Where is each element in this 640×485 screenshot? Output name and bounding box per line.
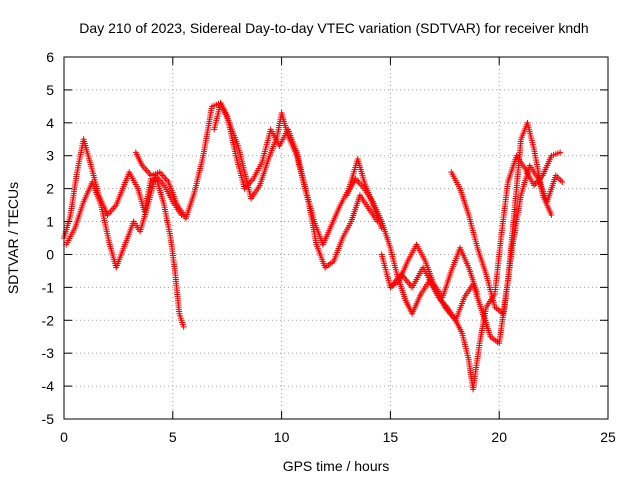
data-point-marker [474,290,481,297]
y-tick-label: 6 [46,49,54,65]
y-tick-label: 2 [46,181,54,197]
y-tick-label: -3 [42,345,55,361]
data-point-marker [180,323,187,330]
data-point-marker [559,179,566,186]
y-tick-label: 4 [46,115,54,131]
x-tick-label: 25 [600,429,616,445]
y-tick-label: 1 [46,214,54,230]
x-tick-label: 15 [383,429,399,445]
tick-layer: -5 -4 -3 -2 -1 0 1 2 3 4 5 6 0 5 10 15 20 25 [42,49,616,445]
x-tick-label: 0 [60,429,68,445]
x-tick-label: 10 [274,429,290,445]
x-tick-label: 20 [491,429,507,445]
y-axis-label: SDTVAR / TECUs [5,182,21,294]
data-point-marker [548,211,555,218]
y-tick-label: 5 [46,82,54,98]
y-tick-label: -5 [42,411,55,427]
data-series [63,172,185,271]
y-tick-label: 0 [46,246,54,262]
x-tick-label: 5 [169,429,177,445]
data-point-marker [557,149,564,156]
y-tick-label: -4 [42,378,55,394]
y-tick-label: -2 [42,312,55,328]
data-series [378,241,481,301]
y-tick-label: -1 [42,279,55,295]
data-layer [61,100,566,393]
plot-frame [63,56,609,420]
data-series [448,162,566,317]
chart-title: Day 210 of 2023, Sidereal Day-to-day VTE… [79,20,588,36]
x-axis-label: GPS time / hours [283,458,390,474]
y-tick-label: 3 [46,148,54,164]
